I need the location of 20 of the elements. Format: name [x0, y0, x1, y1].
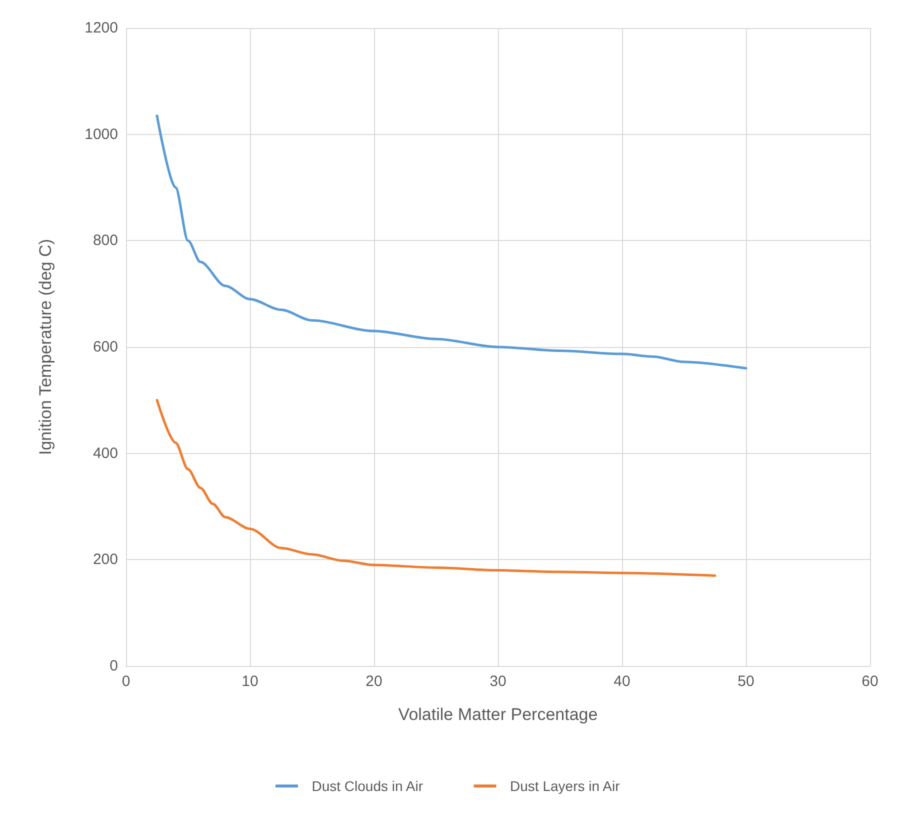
legend-label: Dust Layers in Air	[510, 778, 620, 794]
x-tick-label: 20	[366, 673, 382, 690]
x-tick-label: 0	[122, 673, 130, 690]
line-series	[156, 398, 716, 577]
y-axis-title: Ignition Temperature (deg C)	[36, 238, 55, 456]
y-tick-label: 1000	[84, 126, 118, 143]
y-tick-label: 0	[110, 658, 118, 674]
x-tick-label: 10	[242, 673, 258, 690]
line-series	[156, 114, 748, 370]
x-tick-label: 50	[738, 673, 754, 690]
x-axis-title: Volatile Matter Percentage	[398, 705, 598, 724]
x-tick-label: 30	[490, 673, 506, 690]
y-tick-label: 800	[92, 232, 118, 250]
x-tick-label: 60	[862, 673, 878, 690]
x-tick-label: 40	[614, 673, 630, 690]
y-tick-label: 1200	[84, 20, 118, 36]
legend-label: Dust Clouds in Air	[312, 778, 424, 794]
y-tick-label: 400	[92, 444, 118, 462]
y-tick-label: 600	[92, 338, 118, 356]
y-tick-label: 200	[92, 551, 118, 568]
